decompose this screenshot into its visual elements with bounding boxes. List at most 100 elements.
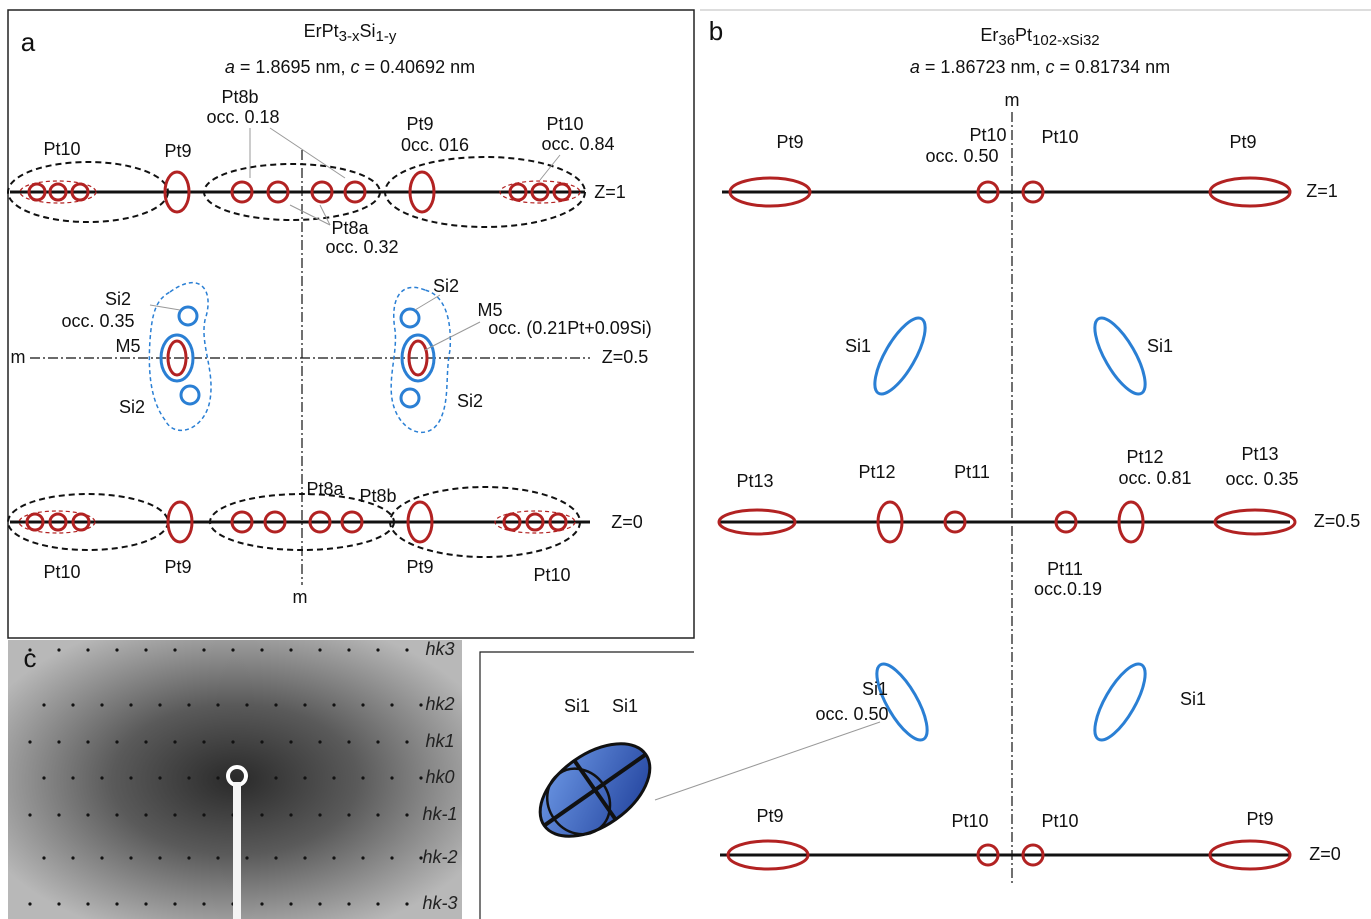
site-label: Pt9 — [1246, 809, 1273, 829]
spot — [260, 813, 264, 817]
spot — [144, 813, 148, 817]
formula: Er36Pt102-xSi32 — [980, 25, 1099, 49]
spot — [405, 813, 409, 817]
site-label: Si1 — [612, 696, 638, 716]
spot — [376, 902, 380, 906]
spot — [42, 703, 46, 707]
site-label: Pt12 — [1126, 447, 1163, 467]
spot — [202, 740, 206, 744]
spot — [144, 648, 148, 652]
site-label: M5 — [477, 300, 502, 320]
site-label: Si1 — [862, 679, 888, 699]
site-label: Pt9 — [406, 557, 433, 577]
spot — [202, 813, 206, 817]
spot — [28, 740, 32, 744]
formula-part: 1-y — [376, 28, 397, 45]
lattice-part: = 1.8695 nm, — [235, 57, 351, 77]
site-label: occ. 0.81 — [1118, 468, 1191, 488]
layer-label: hk-1 — [422, 804, 457, 824]
spot — [57, 902, 61, 906]
site-label: Pt10 — [546, 114, 583, 134]
panel-letter: a — [21, 27, 36, 57]
spot — [303, 856, 307, 860]
spot — [260, 740, 264, 744]
spot — [274, 703, 278, 707]
formula-part: Si — [360, 21, 376, 41]
spot — [405, 902, 409, 906]
site-label: Pt8b — [359, 486, 396, 506]
spot — [347, 813, 351, 817]
spot — [289, 813, 293, 817]
site-label: Pt10 — [1041, 127, 1078, 147]
spot — [187, 776, 191, 780]
spot — [158, 703, 162, 707]
spot — [115, 648, 119, 652]
site-label: Z=0 — [1309, 844, 1341, 864]
spot — [144, 740, 148, 744]
site-label: Si2 — [457, 391, 483, 411]
spot — [71, 703, 75, 707]
spot — [216, 776, 220, 780]
site-label: Z=0.5 — [602, 347, 649, 367]
site-label: Pt9 — [1229, 132, 1256, 152]
site-label: Pt10 — [951, 811, 988, 831]
site-label: Pt9 — [164, 141, 191, 161]
spot — [115, 813, 119, 817]
layer-label: hk2 — [425, 694, 454, 714]
formula: ErPt3-xSi1-y — [304, 21, 397, 45]
layer-label: hk3 — [425, 639, 454, 659]
spot — [42, 856, 46, 860]
spot — [303, 703, 307, 707]
spot — [303, 776, 307, 780]
spot — [347, 648, 351, 652]
site-label: Pt13 — [1241, 444, 1278, 464]
spot — [390, 703, 394, 707]
spot — [158, 776, 162, 780]
spot — [332, 703, 336, 707]
spot — [86, 740, 90, 744]
spot — [100, 703, 104, 707]
lattice-part: a — [910, 57, 920, 77]
spot — [100, 776, 104, 780]
site-label: Pt8a — [331, 218, 369, 238]
spot — [216, 703, 220, 707]
spot — [100, 856, 104, 860]
site-label: Pt10 — [533, 565, 570, 585]
spot — [231, 648, 235, 652]
spot — [289, 902, 293, 906]
spot — [376, 648, 380, 652]
site-label: occ. 0.32 — [325, 237, 398, 257]
layer-label: hk1 — [425, 731, 454, 751]
spot — [158, 856, 162, 860]
site-label: M5 — [115, 336, 140, 356]
site-label: Pt8b — [221, 87, 258, 107]
diffraction-image — [8, 640, 462, 919]
spot — [332, 856, 336, 860]
layer-label: hk0 — [425, 767, 454, 787]
spot — [129, 776, 133, 780]
spot — [419, 776, 423, 780]
spot — [318, 813, 322, 817]
spot — [390, 856, 394, 860]
spot — [115, 740, 119, 744]
spot — [274, 856, 278, 860]
spot — [405, 740, 409, 744]
spot — [187, 856, 191, 860]
site-label: occ. 0.84 — [541, 134, 614, 154]
spot — [57, 740, 61, 744]
spot — [28, 902, 32, 906]
formula-part: Pt — [1015, 25, 1032, 45]
spot — [231, 740, 235, 744]
site-label: Pt9 — [776, 132, 803, 152]
site-label: Pt10 — [969, 125, 1006, 145]
panel-letter: b — [709, 16, 723, 46]
site-label: m — [293, 587, 308, 607]
formula-part: 32 — [1083, 32, 1100, 49]
site-label: 0cc. 016 — [401, 135, 469, 155]
site-label: Si2 — [119, 397, 145, 417]
spot — [173, 648, 177, 652]
site-label: m — [11, 347, 26, 367]
spot — [405, 648, 409, 652]
site-label: Pt12 — [858, 462, 895, 482]
lattice-part: = 1.86723 nm, — [920, 57, 1046, 77]
